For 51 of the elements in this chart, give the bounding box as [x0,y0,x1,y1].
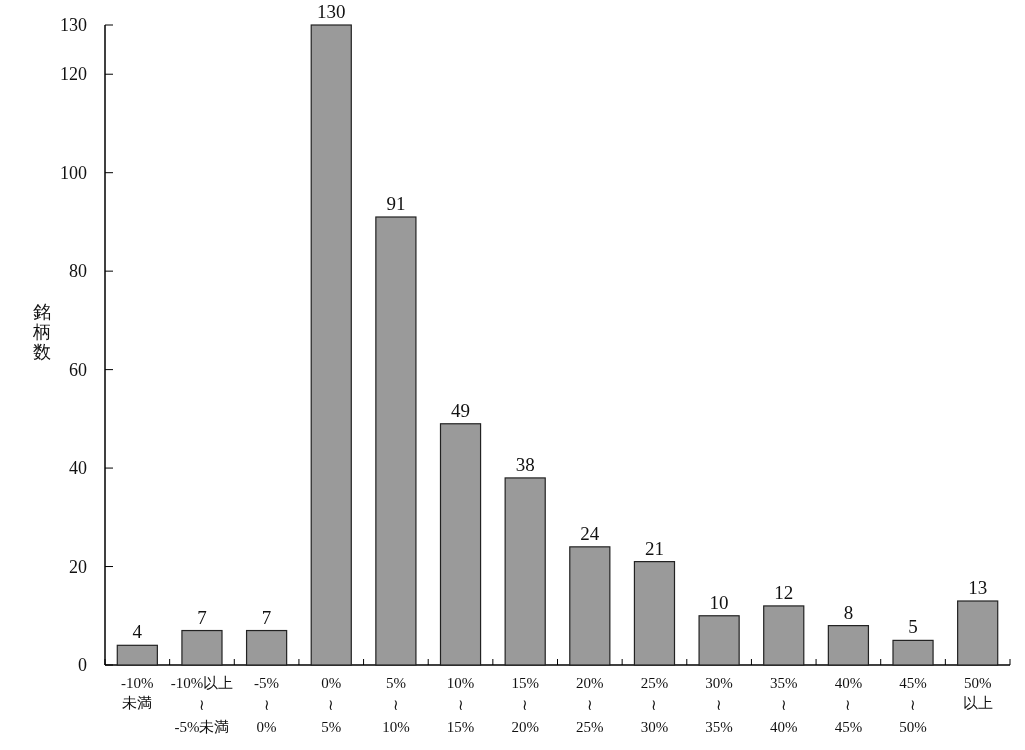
data-label: 12 [774,581,794,603]
y-tick-label: 40 [69,458,87,479]
x-tick-label: 0% ≀ 5% [321,675,342,735]
x-tick-label: 5% ≀ 10% [382,675,410,735]
data-label: 130 [317,1,346,22]
x-tick-label: 45% ≀ 50% [899,675,927,735]
y-tick-label: 60 [69,359,87,380]
x-tick-label: 35% ≀ 40% [770,675,798,735]
data-label: 10 [709,591,729,613]
data-label: 24 [580,522,600,544]
y-tick-label: 130 [60,15,87,35]
y-tick-label: 0 [78,655,87,675]
x-tick-label: 50% 以上 [962,675,993,711]
x-tick-label: -10% 未満 [121,675,154,711]
bar [116,644,158,666]
bar [504,477,546,666]
y-tick-label: 120 [60,64,87,85]
data-label: 7 [261,606,272,628]
x-tick-label: 40% ≀ 45% [834,675,863,735]
x-tick-label: 10% ≀ 15% [446,675,475,735]
bar [375,216,417,666]
bar [827,625,870,666]
x-tick-label: 15% ≀ 20% [511,675,539,735]
x-tick-label: 20% ≀ 25% [576,675,604,735]
data-label: 91 [386,193,406,214]
x-tick-label: -10%以上 ≀ -5%未満 [170,675,234,735]
x-tick-label: 25% ≀ 30% [640,675,669,735]
data-label: 38 [515,453,535,475]
data-label: 4 [132,621,143,643]
bar [569,546,611,666]
x-tick-label: -5% ≀ 0% [254,675,280,735]
y-tick-label: 20 [69,556,87,577]
bar [957,600,999,666]
y-tick-label: 80 [69,261,87,282]
bar [892,639,934,666]
data-label: 8 [843,601,854,623]
x-tick-label: 30% ≀ 35% [705,675,733,735]
y-axis-title: 銘柄数 [32,302,51,362]
bar [310,24,352,666]
data-label: 13 [968,577,988,598]
bar [181,629,223,666]
data-label: 5 [908,616,918,638]
data-label: 21 [644,537,664,559]
bar [633,561,676,666]
data-label: 49 [451,399,471,421]
bar [439,423,482,666]
y-tick-label: 100 [60,162,87,183]
data-label: 7 [197,606,207,628]
bar [245,629,288,666]
bar [698,615,740,666]
bar [763,605,805,666]
